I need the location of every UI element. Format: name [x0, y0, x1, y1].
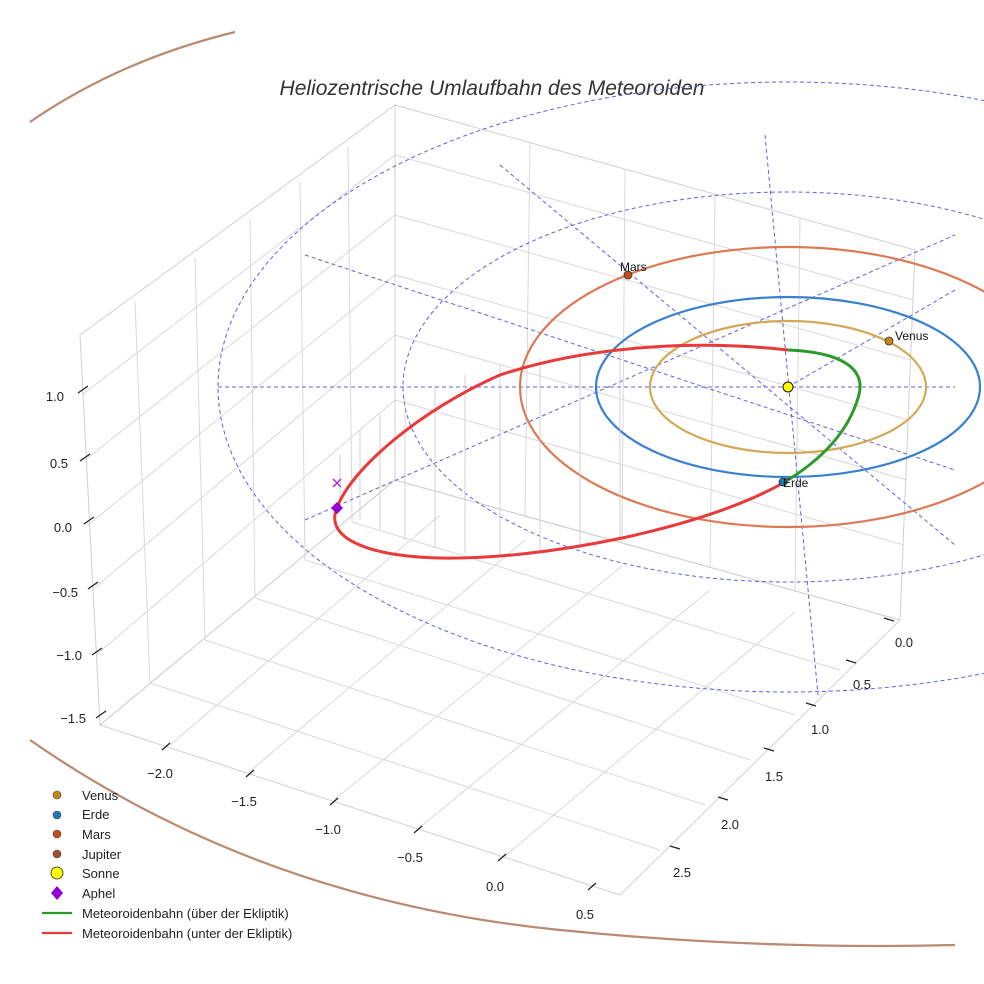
erde-marker: [778, 477, 788, 487]
legend-venus-swatch: [52, 790, 62, 800]
x-tick-label: −1.0: [315, 822, 341, 837]
legend-label: Venus: [82, 788, 119, 803]
aphel-marker: [331, 478, 343, 514]
meteoroid-orbit-above: [782, 348, 862, 485]
y-tick-label: 1.0: [811, 722, 829, 737]
legend-label: Aphel: [82, 886, 115, 901]
z-tick-label: −1.5: [60, 711, 86, 726]
y-tick-label: 0.5: [853, 677, 871, 692]
x-tick-label: 0.0: [486, 879, 504, 894]
axes-box: [79, 104, 916, 896]
venus-orbit: [648, 319, 928, 455]
venus-label: Venus: [895, 329, 928, 343]
jupiter-orbit-arc-top: [29, 30, 236, 123]
y-tick-label: 2.0: [721, 817, 739, 832]
legend-label: Meteoroidenbahn (unter der Ekliptik): [82, 926, 292, 941]
z-tick-label: −0.5: [52, 585, 78, 600]
legend: Venus Erde Mars Jupiter Sonne Aphel Mete…: [42, 788, 292, 941]
z-tick-label: 0.5: [50, 456, 68, 471]
erde-orbit: [594, 295, 982, 479]
meteoroid-drop-lines: [339, 348, 621, 555]
jupiter-orbit-arc-bottom: [29, 739, 956, 948]
z-tick-label: −1.0: [56, 648, 82, 663]
mars-label: Mars: [620, 260, 647, 274]
x-axis: −2.0 −1.5 −1.0 −0.5 0.0 0.5: [147, 742, 597, 922]
y-tick-label: 1.5: [765, 769, 783, 784]
z-tick-label: 0.0: [54, 520, 72, 535]
x-tick-label: −0.5: [397, 850, 423, 865]
legend-label: Erde: [82, 807, 109, 822]
sun-marker: [782, 381, 794, 393]
legend-sonne-swatch: [50, 866, 64, 880]
legend-label: Sonne: [82, 866, 120, 881]
x-tick-label: −2.0: [147, 766, 173, 781]
mars-orbit: [518, 245, 984, 529]
y-tick-label: 0.0: [895, 635, 913, 650]
erde-label: Erde: [783, 476, 809, 490]
legend-erde-swatch: [52, 810, 62, 820]
y-axis: 0.0 0.5 1.0 1.5 2.0 2.5: [669, 617, 913, 880]
legend-label: Mars: [82, 827, 111, 842]
legend-label: Meteoroidenbahn (über der Ekliptik): [82, 906, 289, 921]
legend-jupiter-swatch: [52, 849, 62, 859]
legend-aphel-swatch: [51, 886, 63, 900]
chart-title: Heliozentrische Umlaufbahn des Meteoroid…: [280, 77, 705, 100]
x-tick-label: −1.5: [231, 794, 257, 809]
y-tick-label: 2.5: [673, 865, 691, 880]
z-tick-label: 1.0: [46, 389, 64, 404]
legend-mars-swatch: [52, 829, 62, 839]
z-axis: 1.0 0.5 0.0 −0.5 −1.0 −1.5: [46, 385, 107, 726]
venus-marker: [884, 336, 894, 346]
legend-label: Jupiter: [82, 847, 122, 862]
x-tick-label: 0.5: [576, 907, 594, 922]
mars-marker: [623, 270, 633, 280]
ecliptic-guides: [217, 81, 984, 696]
